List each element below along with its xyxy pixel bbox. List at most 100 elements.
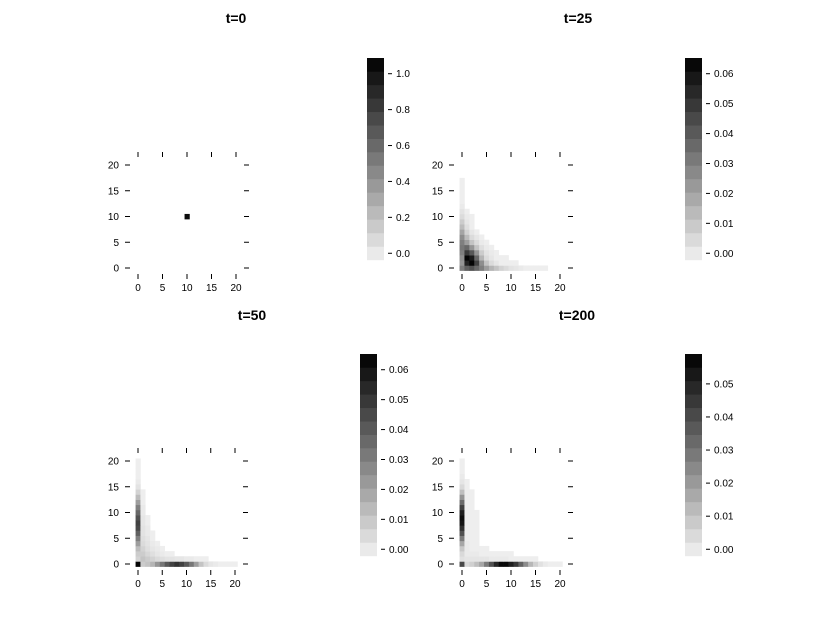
colorbar-swatch xyxy=(685,502,702,516)
x-tick-label: 5 xyxy=(160,283,166,294)
heatmap-cell xyxy=(508,556,514,562)
heatmap-cell xyxy=(493,260,500,266)
heatmap-cell xyxy=(469,229,475,235)
heatmap-cell xyxy=(464,265,470,271)
y-tick-label: 0 xyxy=(113,264,119,275)
colorbar-tick-label: 0.2 xyxy=(396,213,410,224)
heatmap-cell xyxy=(159,545,165,552)
heatmap-cell xyxy=(179,556,185,562)
heatmap-cell xyxy=(484,244,490,251)
heatmap-cell xyxy=(232,561,238,567)
heatmap-cell xyxy=(459,520,465,526)
heatmap-cell xyxy=(459,458,465,464)
colorbar-swatch xyxy=(360,367,377,382)
heatmap-cell xyxy=(459,479,465,485)
heatmap-cell xyxy=(145,551,151,557)
heatmap-cell xyxy=(459,561,465,567)
heatmap-cell xyxy=(135,561,141,567)
heatmap-cell xyxy=(464,540,470,547)
colorbar-swatch xyxy=(367,125,384,139)
panel-title: t=0 xyxy=(226,10,247,26)
heatmap-cell xyxy=(518,265,524,271)
y-tick-label: 0 xyxy=(437,560,443,571)
colorbar-swatch xyxy=(685,380,702,395)
heatmap-cell xyxy=(459,193,465,199)
heatmap-cell xyxy=(464,556,470,562)
colorbar-swatch xyxy=(685,219,702,234)
colorbar-swatch xyxy=(685,58,702,72)
colorbar-tick-label: 0.00 xyxy=(714,249,734,260)
heatmap-cell xyxy=(135,525,141,531)
heatmap-cell xyxy=(547,561,553,567)
colorbar-swatch xyxy=(360,461,377,476)
heatmap-cells xyxy=(135,458,238,567)
heatmap-cell xyxy=(474,545,480,552)
heatmap-cell xyxy=(459,198,465,204)
heatmap-cell xyxy=(464,504,470,511)
heatmap-cell xyxy=(518,561,524,567)
x-tick-label: 10 xyxy=(181,283,193,294)
colorbar-swatch xyxy=(367,206,384,220)
heatmap-cell xyxy=(459,494,465,500)
heatmap-cell xyxy=(474,561,480,567)
heatmap-cell xyxy=(469,255,475,261)
x-tick-label: 5 xyxy=(484,283,490,294)
heatmap-cell xyxy=(484,556,490,562)
heatmap-cell xyxy=(488,244,495,251)
colorbar: 0.00 0.01 0.02 0.03 0.04 0.05 xyxy=(685,354,734,557)
heatmap-cell xyxy=(474,540,480,547)
colorbar-swatch xyxy=(367,165,384,180)
colorbar-tick-label: 0.04 xyxy=(389,425,409,436)
panel-t25: t=25 0 5 10 15 20051015200.000.010.020.030.0… xyxy=(432,10,734,294)
heatmap-cell xyxy=(145,540,151,547)
colorbar-swatch xyxy=(367,58,384,72)
heatmap-cell xyxy=(135,509,141,516)
heatmap-cell xyxy=(464,224,470,230)
heatmap-cell xyxy=(503,265,509,271)
heatmap-cell xyxy=(508,260,514,266)
heatmap-cell xyxy=(203,556,209,562)
heatmap-cell xyxy=(135,551,141,557)
heatmap-cell xyxy=(145,561,151,567)
heatmap-cell xyxy=(140,556,146,562)
colorbar-tick-label: 0.00 xyxy=(714,545,734,556)
heatmap-cell xyxy=(469,234,475,240)
x-tick-label: 10 xyxy=(505,283,517,294)
heatmap-cell xyxy=(474,234,480,240)
heatmap-cell xyxy=(469,224,475,230)
x-tick-label: 10 xyxy=(181,579,193,590)
colorbar-swatch xyxy=(367,71,384,86)
y-tick-label: 10 xyxy=(108,508,120,519)
colorbar-tick-label: 0.01 xyxy=(389,515,409,526)
colorbar-tick-label: 0.04 xyxy=(714,412,734,423)
heatmap-cell xyxy=(459,203,465,210)
x-tick-label: 15 xyxy=(530,579,542,590)
colorbar-swatch xyxy=(685,434,702,449)
heatmap-cell xyxy=(459,213,465,220)
heatmap-cell xyxy=(464,494,470,500)
heatmap-cell xyxy=(484,551,490,557)
colorbar-tick-label: 0.03 xyxy=(714,446,734,457)
heatmap-cell xyxy=(150,535,156,542)
heatmap-cell xyxy=(145,520,151,526)
heatmap-cell xyxy=(150,540,156,547)
heatmap-cell xyxy=(135,499,141,506)
heatmap-cell xyxy=(135,489,141,495)
y-tick-label: 10 xyxy=(108,212,120,223)
heatmap-cell xyxy=(140,545,146,552)
heatmap-cell xyxy=(469,494,475,500)
heatmap-cell xyxy=(518,556,524,562)
heatmap-cell xyxy=(464,234,470,240)
heatmap-cell xyxy=(164,561,170,567)
y-tick-label: 15 xyxy=(432,186,444,197)
heatmap-cell xyxy=(479,551,485,557)
heatmap-cell xyxy=(145,530,151,536)
heatmap-cell xyxy=(222,561,229,567)
panel-title: t=200 xyxy=(559,307,595,323)
colorbar-swatch xyxy=(685,125,702,139)
heatmap-cell xyxy=(154,551,161,557)
y-tick-label: 15 xyxy=(108,482,120,493)
heatmap-cell xyxy=(523,265,529,271)
heatmap-cell xyxy=(557,561,563,567)
